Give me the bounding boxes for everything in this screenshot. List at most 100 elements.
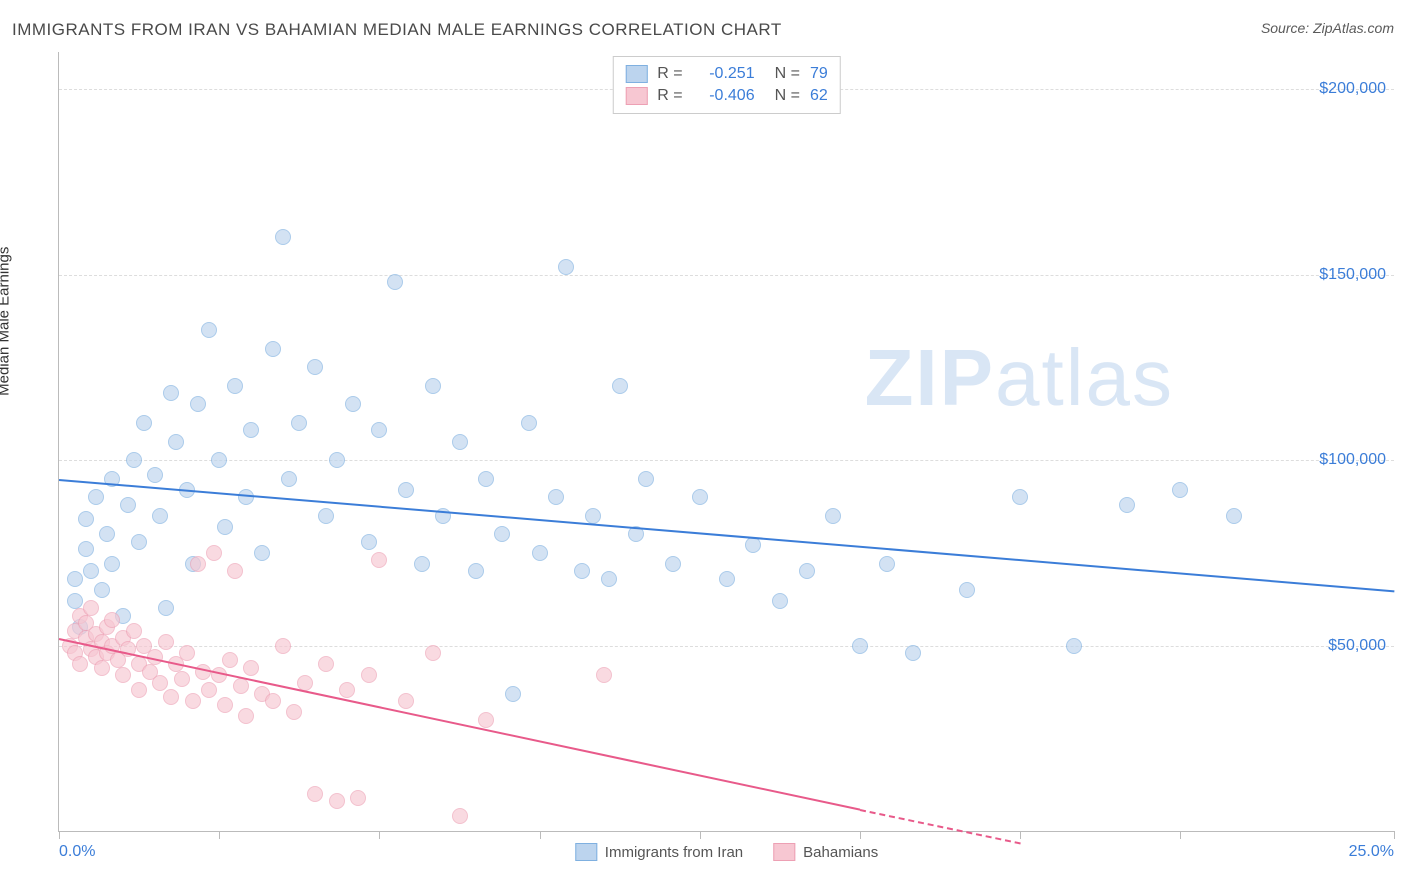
data-point [67, 571, 83, 587]
n-value: 79 [810, 65, 828, 83]
data-point [601, 571, 617, 587]
legend-label: Bahamians [803, 844, 878, 861]
r-label: R = [657, 65, 682, 83]
n-label: N = [775, 87, 800, 105]
legend-swatch [575, 843, 597, 861]
data-point [692, 489, 708, 505]
data-point [158, 634, 174, 650]
data-point [115, 667, 131, 683]
data-point [425, 645, 441, 661]
data-point [174, 671, 190, 687]
data-point [719, 571, 735, 587]
data-point [104, 612, 120, 628]
data-point [222, 652, 238, 668]
data-point [206, 545, 222, 561]
legend-item: Bahamians [773, 843, 878, 861]
data-point [190, 396, 206, 412]
data-point [190, 556, 206, 572]
data-point [612, 378, 628, 394]
data-point [1012, 489, 1028, 505]
data-point [638, 471, 654, 487]
data-point [83, 563, 99, 579]
data-point [227, 378, 243, 394]
data-point [339, 682, 355, 698]
data-point [398, 693, 414, 709]
source-prefix: Source: [1261, 20, 1313, 36]
data-point [596, 667, 612, 683]
r-value: -0.406 [693, 87, 755, 105]
data-point [329, 452, 345, 468]
data-point [83, 600, 99, 616]
data-point [185, 693, 201, 709]
data-point [558, 259, 574, 275]
data-point [131, 534, 147, 550]
data-point [468, 563, 484, 579]
data-point [254, 545, 270, 561]
data-point [243, 660, 259, 676]
data-point [131, 682, 147, 698]
data-point [217, 697, 233, 713]
data-point [1226, 508, 1242, 524]
x-tick [1020, 831, 1021, 839]
watermark-bold: ZIP [865, 333, 995, 422]
trend-line-dashed [860, 809, 1021, 844]
data-point [425, 378, 441, 394]
data-point [211, 452, 227, 468]
data-point [879, 556, 895, 572]
data-point [387, 274, 403, 290]
legend-label: Immigrants from Iran [605, 844, 743, 861]
y-axis-label: Median Male Earnings [0, 247, 13, 396]
data-point [291, 415, 307, 431]
legend-swatch [625, 65, 647, 83]
data-point [163, 689, 179, 705]
x-end-label: 25.0% [1349, 843, 1394, 861]
data-point [238, 489, 254, 505]
data-point [532, 545, 548, 561]
data-point [1066, 638, 1082, 654]
y-tick-label: $100,000 [1319, 451, 1386, 469]
data-point [494, 526, 510, 542]
plot-area: ZIPatlas R =-0.251N =79R =-0.406N =62 Im… [58, 52, 1394, 832]
legend-swatch [773, 843, 795, 861]
r-label: R = [657, 87, 682, 105]
data-point [168, 434, 184, 450]
data-point [238, 708, 254, 724]
data-point [147, 467, 163, 483]
data-point [152, 675, 168, 691]
data-point [94, 582, 110, 598]
data-point [67, 593, 83, 609]
x-tick [860, 831, 861, 839]
data-point [371, 422, 387, 438]
n-value: 62 [810, 87, 828, 105]
data-point [281, 471, 297, 487]
data-point [1119, 497, 1135, 513]
x-tick [700, 831, 701, 839]
data-point [478, 712, 494, 728]
data-point [243, 422, 259, 438]
data-point [318, 508, 334, 524]
data-point [905, 645, 921, 661]
data-point [126, 452, 142, 468]
data-point [505, 686, 521, 702]
data-point [799, 563, 815, 579]
data-point [275, 229, 291, 245]
legend-swatch [625, 87, 647, 105]
data-point [307, 786, 323, 802]
x-tick [540, 831, 541, 839]
legend-row: R =-0.251N =79 [625, 63, 827, 85]
data-point [772, 593, 788, 609]
data-point [825, 508, 841, 524]
data-point [227, 563, 243, 579]
data-point [371, 552, 387, 568]
data-point [345, 396, 361, 412]
data-point [398, 482, 414, 498]
x-tick [1180, 831, 1181, 839]
x-tick [379, 831, 380, 839]
legend-item: Immigrants from Iran [575, 843, 743, 861]
data-point [201, 682, 217, 698]
data-point [329, 793, 345, 809]
data-point [201, 322, 217, 338]
data-point [959, 582, 975, 598]
chart-source: Source: ZipAtlas.com [1261, 20, 1394, 36]
y-tick-label: $200,000 [1319, 80, 1386, 98]
